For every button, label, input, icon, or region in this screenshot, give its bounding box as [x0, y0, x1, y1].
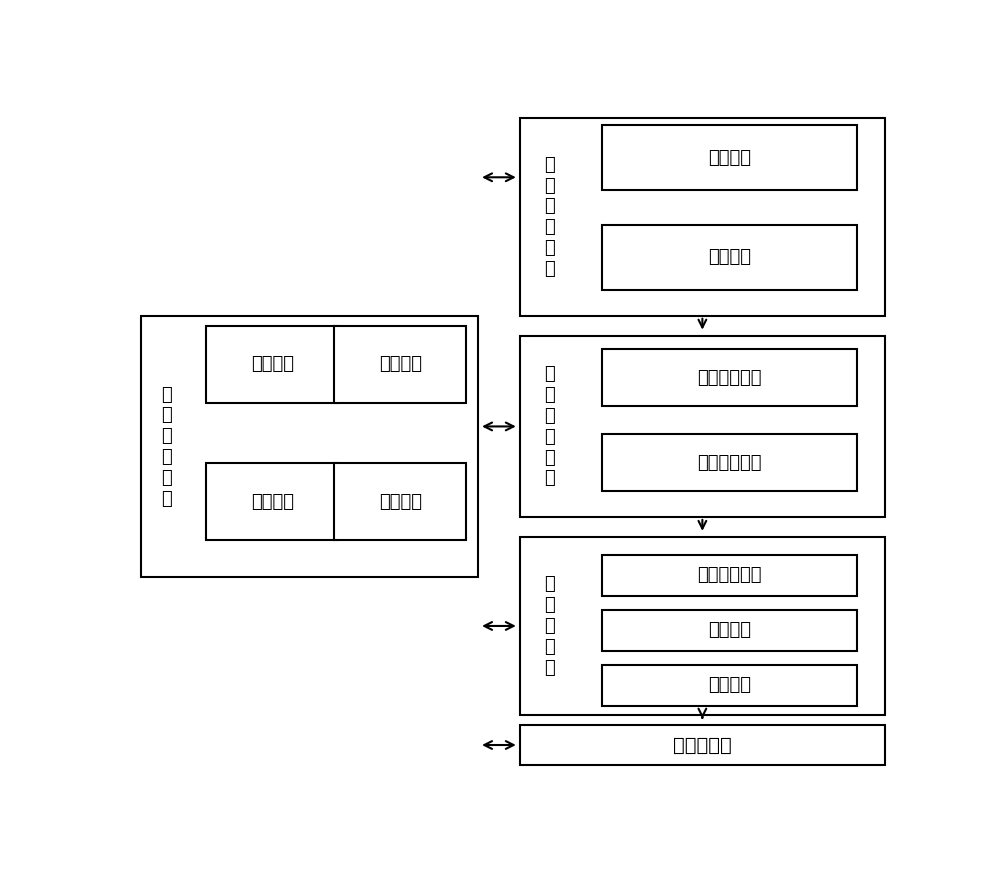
Bar [206, 326, 338, 403]
Text: 刀补路径计算: 刀补路径计算 [697, 368, 762, 387]
Text: 程序检查: 程序检查 [708, 148, 751, 166]
Bar [140, 316, 478, 577]
Text: 程序加工: 程序加工 [251, 355, 294, 374]
Bar [602, 555, 857, 596]
Text: 人
机
界
面
模
块: 人 机 界 面 模 块 [161, 386, 171, 508]
Bar [520, 537, 885, 715]
Bar [334, 463, 466, 540]
Bar [602, 225, 857, 290]
Text: 轨迹仿真: 轨迹仿真 [251, 493, 294, 511]
Bar [520, 336, 885, 517]
Text: 粗
插
补
模
块: 粗 插 补 模 块 [544, 576, 555, 677]
Bar [602, 435, 857, 491]
Bar [602, 665, 857, 706]
Text: 程序翻译: 程序翻译 [708, 248, 751, 267]
Text: 程
序
解
释
模
块: 程 序 解 释 模 块 [544, 156, 555, 278]
Bar [520, 725, 885, 765]
Text: 实时监控: 实时监控 [379, 493, 422, 511]
Text: 插补运算: 插补运算 [708, 676, 751, 694]
Bar [520, 118, 885, 316]
Text: 生成过渡曲线: 生成过渡曲线 [697, 566, 762, 584]
Bar [334, 326, 466, 403]
Text: 参数管理: 参数管理 [379, 355, 422, 374]
Bar [602, 125, 857, 191]
Text: 刀
具
补
偿
模
块: 刀 具 补 偿 模 块 [544, 366, 555, 488]
Text: 速度规划: 速度规划 [708, 621, 751, 639]
Bar [206, 463, 338, 540]
Text: 精插补模块: 精插补模块 [673, 735, 732, 754]
Bar [602, 349, 857, 406]
Text: 刀具路径转接: 刀具路径转接 [697, 454, 762, 472]
Bar [602, 610, 857, 652]
